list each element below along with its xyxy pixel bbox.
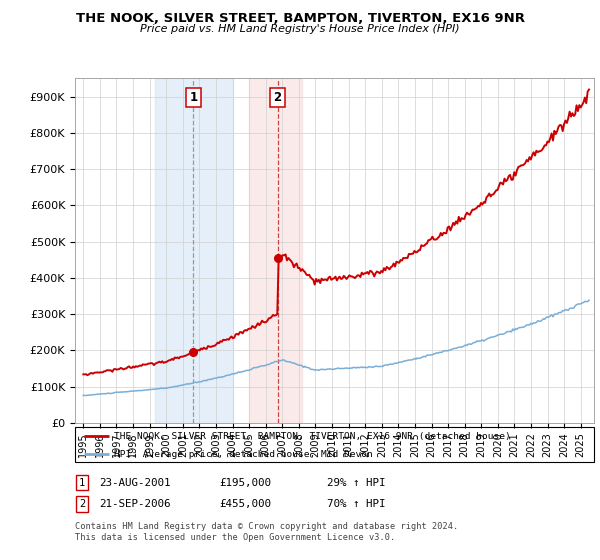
Text: Price paid vs. HM Land Registry's House Price Index (HPI): Price paid vs. HM Land Registry's House … [140,24,460,34]
Text: 29% ↑ HPI: 29% ↑ HPI [327,478,386,488]
Text: 23-AUG-2001: 23-AUG-2001 [99,478,170,488]
Text: THE NOOK, SILVER STREET, BAMPTON, TIVERTON, EX16 9NR: THE NOOK, SILVER STREET, BAMPTON, TIVERT… [76,12,524,25]
Text: £455,000: £455,000 [219,499,271,509]
Text: 1: 1 [190,91,197,104]
Text: 70% ↑ HPI: 70% ↑ HPI [327,499,386,509]
Bar [155,78,233,423]
Text: This data is licensed under the Open Government Licence v3.0.: This data is licensed under the Open Gov… [75,533,395,542]
Text: 2: 2 [274,91,281,104]
Text: THE NOOK, SILVER STREET, BAMPTON, TIVERTON, EX16 9NR (detached house): THE NOOK, SILVER STREET, BAMPTON, TIVERT… [114,432,511,441]
Text: Contains HM Land Registry data © Crown copyright and database right 2024.: Contains HM Land Registry data © Crown c… [75,522,458,531]
Text: £195,000: £195,000 [219,478,271,488]
Bar [249,78,302,423]
Text: 2: 2 [79,499,85,509]
Text: 21-SEP-2006: 21-SEP-2006 [99,499,170,509]
Text: HPI: Average price, detached house, Mid Devon: HPI: Average price, detached house, Mid … [114,450,373,459]
Text: 1: 1 [79,478,85,488]
